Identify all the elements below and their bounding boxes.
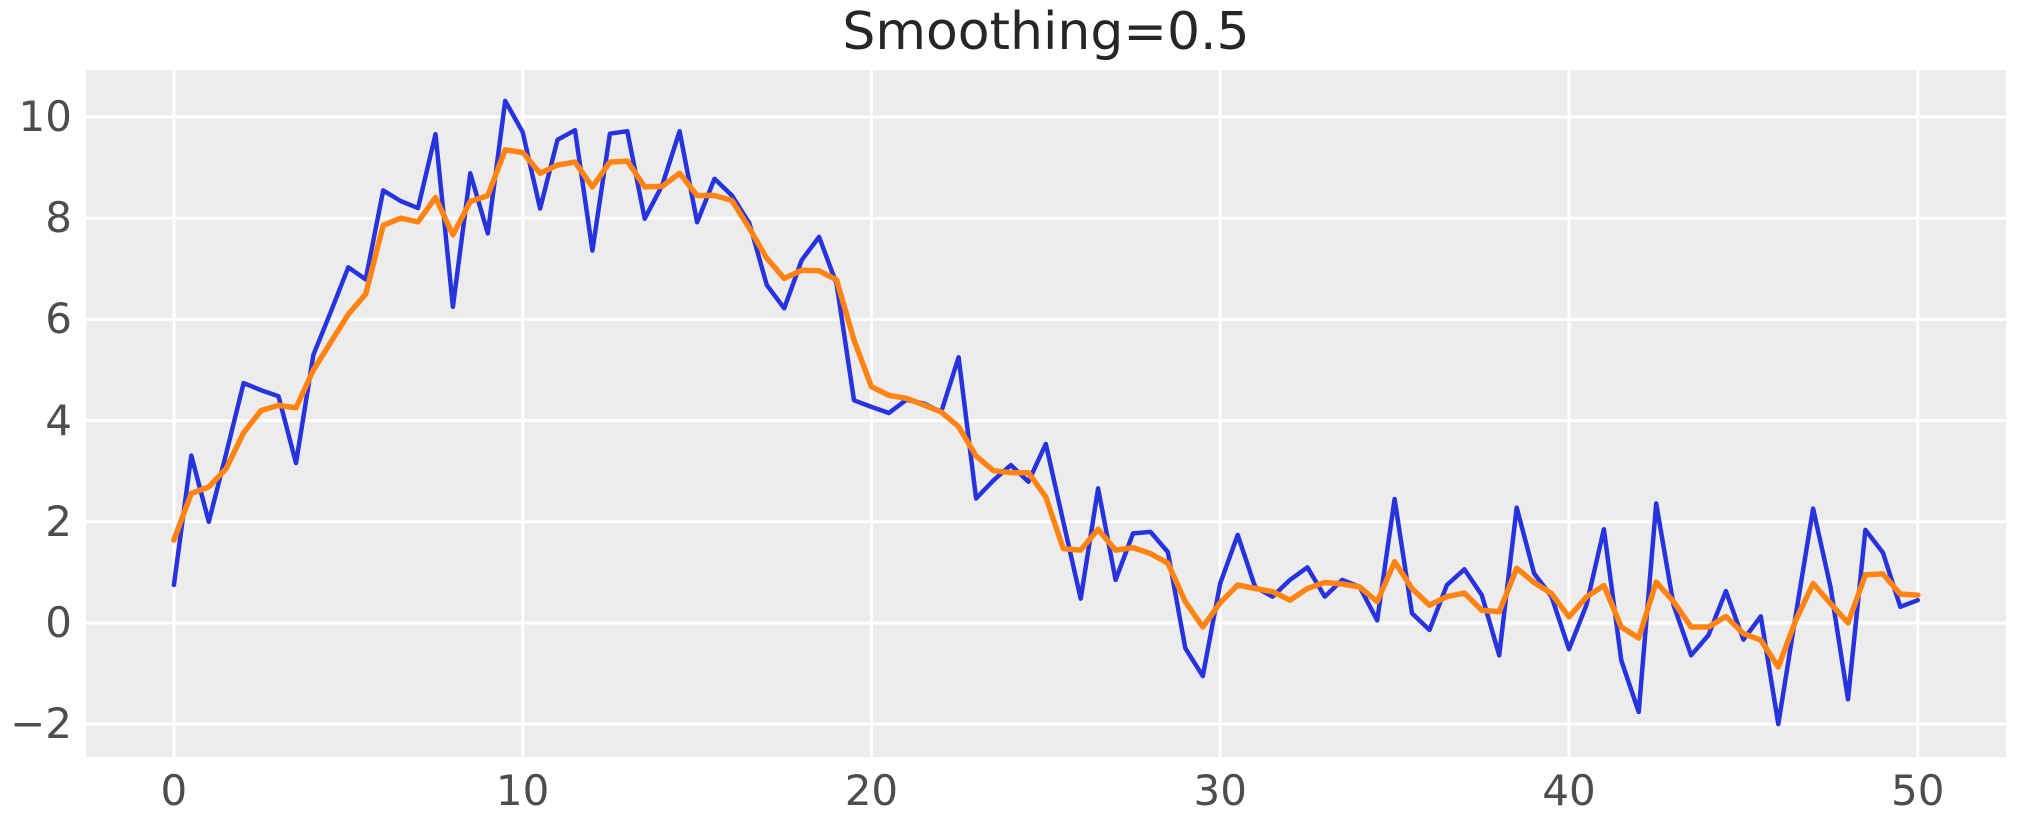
x-tick-label: 0 xyxy=(160,766,188,815)
y-tick-label: 8 xyxy=(45,193,72,243)
smoothed-series-line xyxy=(171,147,1921,670)
y-tick-label: 0 xyxy=(45,597,72,647)
x-tick-label: 20 xyxy=(844,766,899,815)
x-tick-label: 30 xyxy=(1193,766,1247,815)
plot-area xyxy=(86,70,2006,757)
y-tick-label: 10 xyxy=(18,92,72,142)
x-tick-label: 10 xyxy=(495,766,550,815)
y-tick-label: 4 xyxy=(45,395,72,445)
plot-background xyxy=(86,70,2006,757)
x-tick-label: 40 xyxy=(1542,766,1596,815)
y-tick-label: 6 xyxy=(45,294,72,344)
y-tick-label: −2 xyxy=(10,699,72,749)
chart-title: Smoothing=0.5 xyxy=(842,2,1250,62)
y-tick-label: 2 xyxy=(45,496,72,546)
x-tick-label: 50 xyxy=(1891,766,1945,815)
